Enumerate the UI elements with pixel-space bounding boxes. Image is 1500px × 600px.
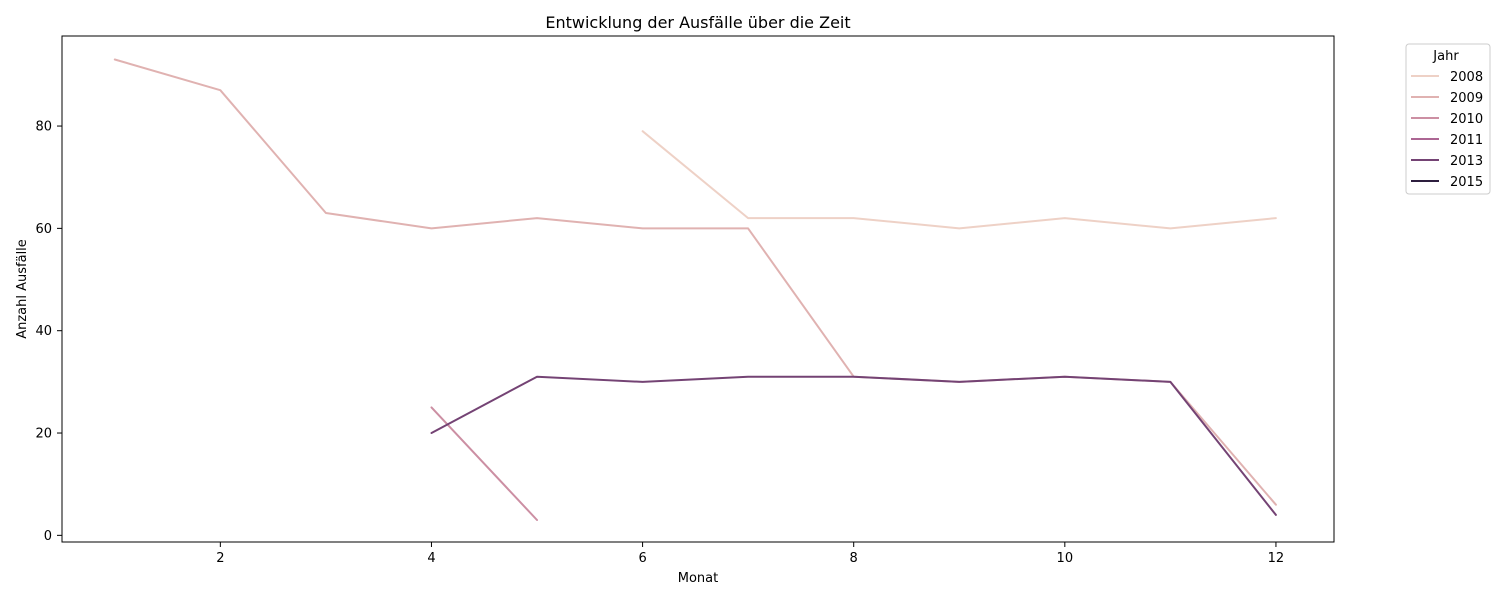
legend-label-2008: 2008 bbox=[1450, 70, 1483, 85]
x-tick-label: 2 bbox=[216, 551, 224, 566]
legend-label-2015: 2015 bbox=[1450, 175, 1483, 190]
series-line-2013 bbox=[430, 375, 1277, 516]
series-line-2008 bbox=[641, 130, 1277, 230]
y-tick-label: 40 bbox=[35, 324, 52, 339]
legend-items: 2008 2009 2010 2011 2013 2015 bbox=[1411, 70, 1483, 190]
x-axis-label: Monat bbox=[678, 571, 718, 586]
legend-label-2011: 2011 bbox=[1450, 133, 1483, 148]
x-tick-label: 4 bbox=[427, 551, 435, 566]
y-tick-label: 60 bbox=[35, 222, 52, 237]
x-tick-label: 10 bbox=[1057, 551, 1074, 566]
y-axis-label: Anzahl Ausfälle bbox=[15, 239, 30, 339]
y-tick-label: 20 bbox=[35, 427, 52, 442]
legend-label-2010: 2010 bbox=[1450, 112, 1483, 127]
y-tick-label: 0 bbox=[44, 529, 52, 544]
y-axis: 0 20 40 60 80 bbox=[35, 120, 62, 544]
x-tick-label: 6 bbox=[638, 551, 646, 566]
series-line-2010 bbox=[430, 406, 538, 521]
x-axis: 2 4 6 8 10 12 bbox=[216, 542, 1284, 566]
y-tick-label: 80 bbox=[35, 120, 52, 135]
series-line-2009 bbox=[113, 58, 1277, 506]
legend: Jahr 2008 2009 2010 2011 2013 2015 bbox=[1405, 43, 1491, 195]
legend-label-2009: 2009 bbox=[1450, 91, 1483, 106]
chart-title: Entwicklung der Ausfälle über die Zeit bbox=[545, 13, 850, 32]
legend-title: Jahr bbox=[1432, 49, 1459, 64]
legend-frame bbox=[1405, 43, 1491, 195]
x-tick-label: 12 bbox=[1268, 551, 1285, 566]
x-tick-label: 8 bbox=[850, 551, 858, 566]
legend-label-2013: 2013 bbox=[1450, 154, 1483, 169]
plot-area-frame bbox=[61, 35, 1335, 543]
series-lines bbox=[113, 58, 1277, 521]
